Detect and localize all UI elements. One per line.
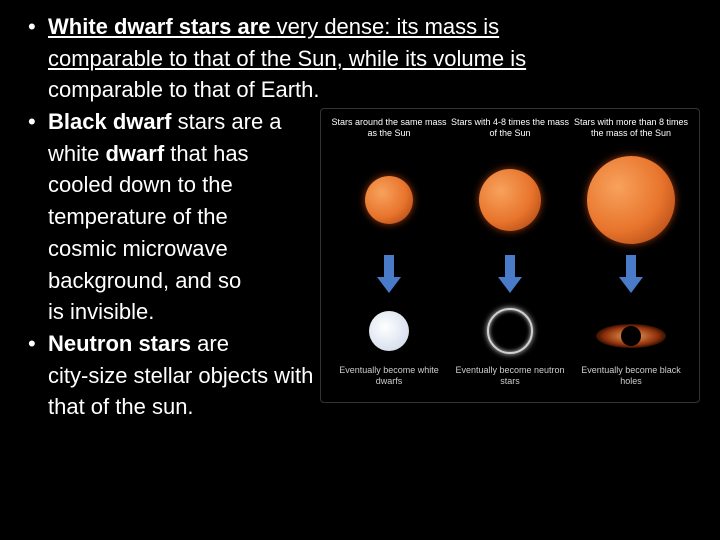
star-cell	[450, 169, 570, 231]
text-line: is invisible.	[20, 297, 320, 327]
diagram-stars-row	[329, 155, 691, 245]
star-cell	[571, 156, 691, 244]
star-category-label: Stars around the same mass as the Sun	[329, 117, 449, 155]
outcome-cell	[450, 308, 570, 354]
diagram-labels-row: Stars around the same mass as the SunSta…	[329, 117, 691, 155]
bullet-white-dwarf: White dwarf stars are very dense: its ma…	[20, 12, 700, 42]
outcome-label-cell: Eventually become black holes	[571, 359, 691, 387]
arrow-cell	[329, 245, 449, 303]
label-text: Stars with more than 8 times the mass of…	[571, 117, 691, 149]
outcome-cell	[571, 306, 691, 356]
down-arrow-icon	[498, 255, 522, 293]
arrow-cell	[571, 245, 691, 303]
star-category-label: Stars with more than 8 times the mass of…	[571, 117, 691, 155]
bold-text: dwarf	[105, 141, 170, 166]
star-cell	[329, 176, 449, 224]
text-line: cooled down to the	[20, 170, 320, 200]
outcome-label-cell: Eventually become white dwarfs	[329, 359, 449, 387]
stellar-evolution-diagram: Stars around the same mass as the SunSta…	[320, 108, 700, 403]
diagram-arrows-row	[329, 245, 691, 303]
outcome-label-cell: Eventually become neutron stars	[450, 359, 570, 387]
black-hole-icon	[596, 306, 666, 356]
text-line: cosmic microwave	[20, 234, 320, 264]
text: that has	[170, 141, 248, 166]
text: very dense: its mass is	[277, 14, 500, 39]
text-line: white dwarf that has	[20, 139, 320, 169]
diagram-outcomes-row	[329, 303, 691, 359]
outcome-label-text: Eventually become black holes	[571, 365, 691, 387]
bold-text: Neutron stars	[48, 331, 197, 356]
diagram-outcome-labels-row: Eventually become white dwarfsEventually…	[329, 359, 691, 387]
text: white	[48, 141, 105, 166]
star-icon	[365, 176, 413, 224]
outcome-label-text: Eventually become white dwarfs	[329, 365, 449, 387]
neutron-star-icon	[487, 308, 533, 354]
text-line: comparable to that of Earth.	[20, 75, 700, 105]
text: stars are a	[178, 109, 282, 134]
white-dwarf-icon	[369, 311, 409, 351]
star-icon	[479, 169, 541, 231]
bold-text: White dwarf stars are	[48, 14, 277, 39]
text-line: comparable to that of the Sun, while its…	[20, 44, 700, 74]
outcome-label-text: Eventually become neutron stars	[450, 365, 570, 387]
star-category-label: Stars with 4-8 times the mass of the Sun	[450, 117, 570, 155]
text-line: temperature of the	[20, 202, 320, 232]
label-text: Stars with 4-8 times the mass of the Sun	[450, 117, 570, 149]
star-icon	[587, 156, 675, 244]
arrow-cell	[450, 245, 570, 303]
label-text: Stars around the same mass as the Sun	[329, 117, 449, 149]
text-line: background, and so	[20, 266, 320, 296]
down-arrow-icon	[619, 255, 643, 293]
text: are	[197, 331, 229, 356]
outcome-cell	[329, 311, 449, 351]
bold-text: Black dwarf	[48, 109, 178, 134]
down-arrow-icon	[377, 255, 401, 293]
